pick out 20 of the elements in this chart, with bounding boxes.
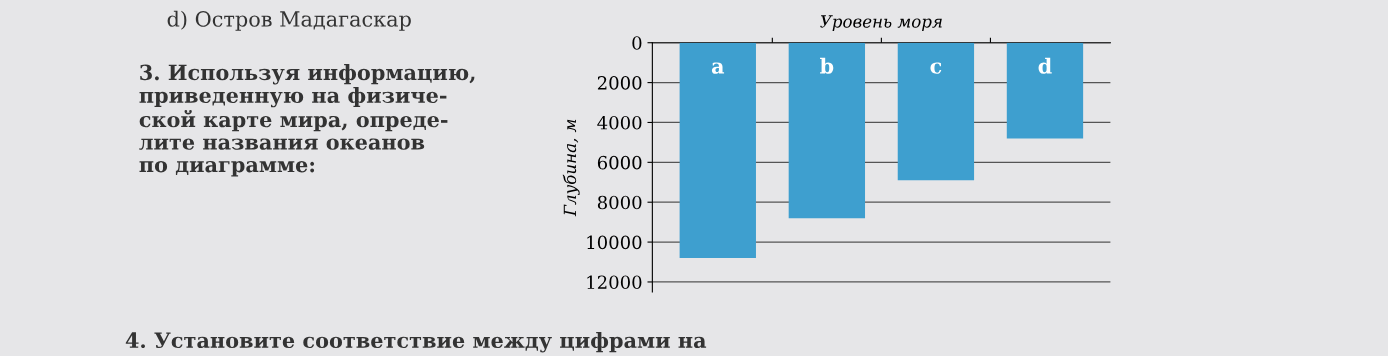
x-tick-label: b [820,57,834,74]
y-tick-label: 8000 [597,195,642,210]
y-tick-label: 2000 [597,76,642,90]
x-tick-label: c [930,62,942,74]
x-tick-label: d [1038,57,1052,74]
bar [897,42,975,181]
bar [1006,42,1084,139]
y-tick-label: 12000 [587,275,642,290]
y-axis-title: Глубина, м [562,119,580,217]
x-tick-label: a [711,62,725,74]
y-tick-label: 10000 [587,235,642,250]
y-tick-label: 6000 [597,155,642,170]
y-tick-label: 0 [632,36,642,50]
text: d) Остров Мадагаскар [167,10,411,31]
y-tick-label: 4000 [597,115,642,130]
bar [679,42,756,259]
bar [788,42,866,219]
text: 3. Используя информацию, приведенную на физиче- ской карте мира, опреде- лите названия океанов по диаграмме: [139,64,475,177]
x-axis-title: Уровень моря [820,15,942,31]
text: 4. Установите соответствие между цифрами на [125,331,707,353]
